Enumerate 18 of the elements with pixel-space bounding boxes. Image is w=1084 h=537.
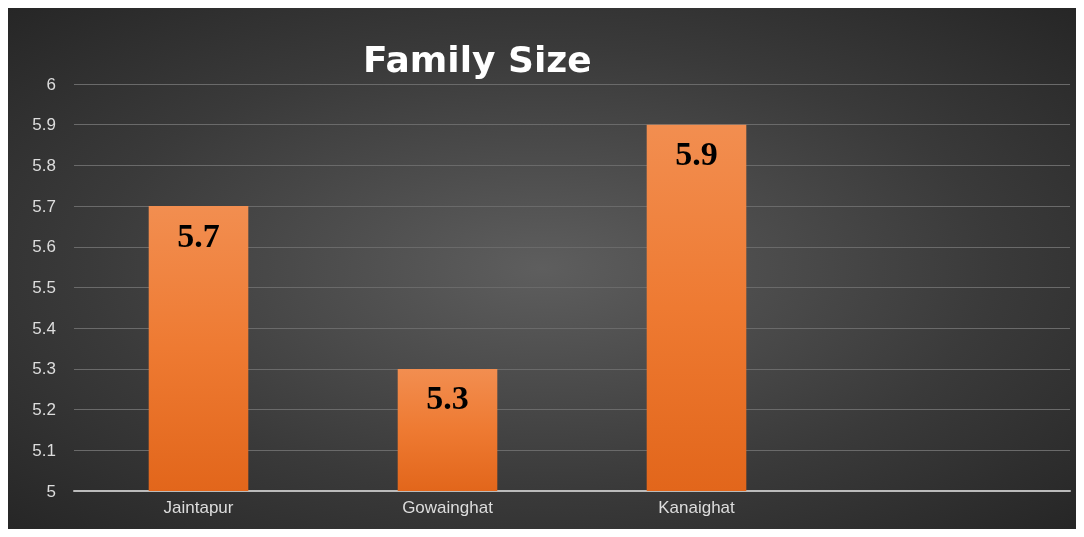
y-tick-label: 5.8 (32, 155, 56, 175)
y-tick-label: 5.2 (32, 400, 56, 420)
y-tick-label: 5.4 (32, 318, 56, 338)
data-label: 5.9 (675, 135, 718, 173)
chart-title: Family Size (363, 38, 592, 80)
y-tick-label: 5.6 (32, 237, 56, 257)
data-label: 5.7 (177, 216, 220, 254)
y-tick-label: 5.3 (32, 359, 56, 379)
y-tick-label: 5.1 (32, 440, 56, 460)
x-tick-label: Kanaighat (658, 498, 736, 517)
y-tick-label: 5.5 (32, 278, 56, 297)
y-tick-label: 5.7 (32, 196, 56, 216)
x-tick-label: Gowainghat (402, 498, 494, 517)
x-tick-label: Jaintapur (163, 498, 234, 517)
y-tick-label: 6 (46, 74, 56, 94)
y-tick-label: 5 (46, 481, 56, 501)
y-tick-label: 5.9 (32, 115, 56, 135)
data-label: 5.3 (426, 379, 469, 417)
